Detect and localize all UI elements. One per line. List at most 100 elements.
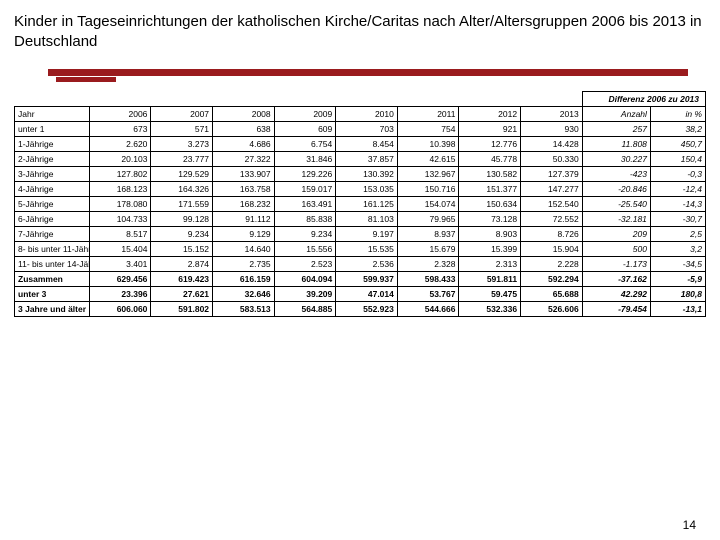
table-cell: 9.197 — [336, 227, 398, 242]
table-cell: 2.620 — [89, 137, 151, 152]
table-cell: 921 — [459, 122, 521, 137]
col-2010: 2010 — [336, 107, 398, 122]
table-cell: 45.778 — [459, 152, 521, 167]
table-cell: 31.846 — [274, 152, 336, 167]
table-cell: 583.513 — [213, 302, 275, 317]
table-cell: 129.226 — [274, 167, 336, 182]
table-cell: 2.313 — [459, 257, 521, 272]
table-cell: 154.074 — [397, 197, 459, 212]
table-cell: 9.129 — [213, 227, 275, 242]
row-label: 1-Jährige — [15, 137, 90, 152]
table-cell: 11.808 — [582, 137, 650, 152]
table-cell: 42.615 — [397, 152, 459, 167]
table-cell: 59.475 — [459, 287, 521, 302]
col-anzahl: Anzahl — [582, 107, 650, 122]
table-body: unter 167357163860970375492193025738,21-… — [15, 122, 706, 317]
diff-header: Differenz 2006 zu 2013 — [582, 92, 705, 107]
table-cell: 2.328 — [397, 257, 459, 272]
table-cell: 606.060 — [89, 302, 151, 317]
table-cell: 163.758 — [213, 182, 275, 197]
table-cell: 2.228 — [521, 257, 583, 272]
table-cell: -34,5 — [650, 257, 705, 272]
table-cell: 619.423 — [151, 272, 213, 287]
table-cell: -14,3 — [650, 197, 705, 212]
table-cell: 15.399 — [459, 242, 521, 257]
table-cell: 130.582 — [459, 167, 521, 182]
table-cell: 10.398 — [397, 137, 459, 152]
row-label: 8- bis unter 11-Jährige — [15, 242, 90, 257]
table-cell: 85.838 — [274, 212, 336, 227]
table-cell: -79.454 — [582, 302, 650, 317]
table-row: 11- bis unter 14-Jährige3.4012.8742.7352… — [15, 257, 706, 272]
table-cell: -20.846 — [582, 182, 650, 197]
table-cell: 164.326 — [151, 182, 213, 197]
table-cell: 168.123 — [89, 182, 151, 197]
table-cell: 37.857 — [336, 152, 398, 167]
table-cell: 81.103 — [336, 212, 398, 227]
table-cell: 42.292 — [582, 287, 650, 302]
table-cell: 3,2 — [650, 242, 705, 257]
table-cell: 39.209 — [274, 287, 336, 302]
table-cell: 564.885 — [274, 302, 336, 317]
table-cell: 27.322 — [213, 152, 275, 167]
table-cell: 4.686 — [213, 137, 275, 152]
table-cell: 27.621 — [151, 287, 213, 302]
row-label: 3-Jährige — [15, 167, 90, 182]
table-cell: 8.937 — [397, 227, 459, 242]
table-cell: 79.965 — [397, 212, 459, 227]
table-cell: 38,2 — [650, 122, 705, 137]
table-cell: 12.776 — [459, 137, 521, 152]
table-cell: 65.688 — [521, 287, 583, 302]
col-2006: 2006 — [89, 107, 151, 122]
table-cell: 23.396 — [89, 287, 151, 302]
table-cell: 9.234 — [274, 227, 336, 242]
table-cell: 150,4 — [650, 152, 705, 167]
table-row: 4-Jährige168.123164.326163.758159.017153… — [15, 182, 706, 197]
table-cell: 15.556 — [274, 242, 336, 257]
table-cell: 180,8 — [650, 287, 705, 302]
table-cell: 532.336 — [459, 302, 521, 317]
table-cell: 2.874 — [151, 257, 213, 272]
table-cell: 50.330 — [521, 152, 583, 167]
table-cell: 9.234 — [151, 227, 213, 242]
col-2009: 2009 — [274, 107, 336, 122]
table-cell: -37.162 — [582, 272, 650, 287]
table-cell: 127.379 — [521, 167, 583, 182]
table-cell: 609 — [274, 122, 336, 137]
table-cell: 703 — [336, 122, 398, 137]
table-cell: 2.735 — [213, 257, 275, 272]
page-number: 14 — [683, 518, 696, 532]
table-cell: 2.536 — [336, 257, 398, 272]
table-cell: 552.923 — [336, 302, 398, 317]
table-cell: 8.726 — [521, 227, 583, 242]
table-cell: 8.517 — [89, 227, 151, 242]
table-cell: 15.904 — [521, 242, 583, 257]
table-cell: 30.227 — [582, 152, 650, 167]
table-cell: 638 — [213, 122, 275, 137]
table-cell: -1.173 — [582, 257, 650, 272]
table-cell: 257 — [582, 122, 650, 137]
table-cell: 91.112 — [213, 212, 275, 227]
table-cell: 129.529 — [151, 167, 213, 182]
table-cell: 209 — [582, 227, 650, 242]
table-cell: 629.456 — [89, 272, 151, 287]
table-row: 1-Jährige2.6203.2734.6866.7548.45410.398… — [15, 137, 706, 152]
table-row: 8- bis unter 11-Jährige15.40415.15214.64… — [15, 242, 706, 257]
table-cell: 3.401 — [89, 257, 151, 272]
table-cell: -423 — [582, 167, 650, 182]
table-cell: 153.035 — [336, 182, 398, 197]
table-cell: 23.777 — [151, 152, 213, 167]
row-label: 5-Jährige — [15, 197, 90, 212]
table-cell: 616.159 — [213, 272, 275, 287]
table-row: 6-Jährige104.73399.12891.11285.83881.103… — [15, 212, 706, 227]
table-cell: 930 — [521, 122, 583, 137]
table-cell: 15.404 — [89, 242, 151, 257]
table-cell: 132.967 — [397, 167, 459, 182]
table-cell: 163.491 — [274, 197, 336, 212]
table-row: unter 323.39627.62132.64639.20947.01453.… — [15, 287, 706, 302]
table-cell: 2.523 — [274, 257, 336, 272]
table-cell: -5,9 — [650, 272, 705, 287]
table-cell: 104.733 — [89, 212, 151, 227]
table-row: 5-Jährige178.080171.559168.232163.491161… — [15, 197, 706, 212]
table-cell: 14.640 — [213, 242, 275, 257]
